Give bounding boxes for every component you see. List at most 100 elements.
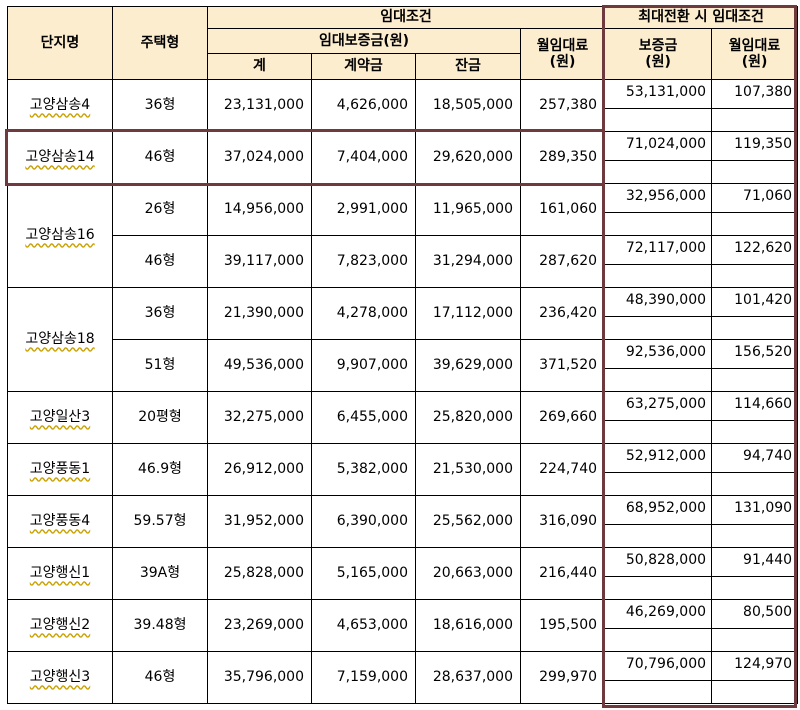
total-cell: 23,269,000 [207, 599, 312, 652]
header-conv-deposit: 보증금 (원) [604, 28, 713, 80]
table-subrow [8, 472, 799, 496]
total-cell: 32,275,000 [207, 391, 312, 444]
balance-cell: 18,505,000 [415, 79, 521, 132]
conv-deposit-blank [604, 420, 713, 444]
conv-monthly-value: 94,740 [743, 448, 793, 464]
complex-name: 고양삼송18 [25, 331, 95, 348]
table-row: 고양삼송16 26형 14,956,000 2,991,000 11,965,000 16… [7, 183, 799, 288]
type-cell: 39.48형 [112, 599, 208, 652]
complex-name: 고양풍동1 [29, 461, 91, 478]
table-subrow [8, 576, 799, 600]
balance-cell: 31,294,000 [415, 235, 521, 288]
conv-monthly-value: 122,620 [734, 240, 793, 256]
conv-monthly-value: 124,970 [734, 656, 793, 672]
complex-name-cell: 고양행신1 [7, 547, 113, 600]
total-cell: 37,024,000 [207, 131, 312, 184]
monthly-rent-cell: 161,060 [519, 183, 606, 236]
conv-deposit-value: 53,131,000 [625, 84, 707, 100]
conv-deposit-value: 68,952,000 [625, 500, 707, 516]
total-cell: 26,912,000 [207, 443, 312, 496]
conv-deposit-blank [604, 628, 713, 652]
conv-monthly-blank [711, 160, 799, 184]
conv-deposit-value: 50,828,000 [625, 552, 707, 568]
complex-name: 고양일산3 [29, 409, 91, 426]
conv-deposit-blank [604, 576, 713, 600]
header-complex: 단지명 [7, 6, 113, 80]
header-max-conversion: 최대전환 시 임대조건 [604, 6, 799, 29]
conv-monthly-value: 80,500 [743, 604, 793, 620]
type-cell: 36형 [112, 79, 208, 132]
monthly-rent-cell: 224,740 [519, 443, 606, 496]
complex-name: 고양삼송14 [25, 149, 95, 166]
down-payment-cell: 5,165,000 [311, 547, 416, 600]
conv-monthly-blank [711, 264, 799, 288]
monthly-rent-cell: 371,520 [519, 339, 606, 392]
conv-monthly-value: 71,060 [743, 188, 793, 204]
balance-cell: 39,629,000 [415, 339, 521, 392]
total-cell: 14,956,000 [207, 183, 312, 236]
table-subrow [8, 212, 799, 236]
complex-name-cell: 고양풍동1 [7, 443, 113, 496]
down-payment-cell: 5,382,000 [311, 443, 416, 496]
type-cell: 26형 [112, 183, 208, 236]
balance-cell: 20,663,000 [415, 547, 521, 600]
conv-monthly-cell: 91,440 [711, 547, 799, 577]
monthly-rent-cell: 287,620 [519, 235, 606, 288]
conv-deposit-cell: 48,390,000 [604, 287, 713, 317]
complex-name: 고양행신2 [29, 617, 91, 634]
conv-monthly-cell: 131,090 [711, 495, 799, 525]
conv-monthly-blank [711, 316, 799, 340]
conv-monthly-value: 119,350 [734, 136, 793, 152]
conv-monthly-cell: 107,380 [711, 79, 799, 109]
type-cell: 59.57형 [112, 495, 208, 548]
conv-monthly-blank [711, 420, 799, 444]
conv-deposit-cell: 71,024,000 [604, 131, 713, 161]
table-row: 51형 49,536,000 9,907,000 39,629,000 371,520 9… [8, 339, 799, 392]
conv-monthly-value: 91,440 [743, 552, 793, 568]
table-subrow [8, 264, 799, 288]
table-row: 고양풍동1 46.9형 26,912,000 5,382,000 21,530,000 2… [7, 443, 799, 496]
conv-monthly-cell: 94,740 [711, 443, 799, 473]
complex-name: 고양행신1 [29, 565, 91, 582]
conv-monthly-value: 131,090 [734, 500, 793, 516]
table-row: 고양행신2 39.48형 23,269,000 4,653,000 18,616,000… [7, 599, 799, 652]
conv-monthly-cell: 156,520 [711, 339, 799, 369]
conv-deposit-blank [604, 316, 713, 340]
complex-name-cell: 고양행신2 [7, 599, 113, 652]
complex-name-cell: 고양삼송16 [7, 183, 113, 288]
table-row: 고양삼송14 46형 37,024,000 7,404,000 29,620,000 28… [7, 131, 799, 184]
conv-monthly-blank [711, 472, 799, 496]
table-row: 46형 39,117,000 7,823,000 31,294,000 287,620 7… [8, 235, 799, 288]
header-balance: 잔금 [415, 53, 521, 80]
header-down-payment: 계약금 [311, 53, 416, 80]
total-cell: 31,952,000 [207, 495, 312, 548]
conv-deposit-cell: 68,952,000 [604, 495, 713, 525]
balance-cell: 29,620,000 [415, 131, 521, 184]
complex-name: 고양삼송4 [29, 97, 91, 114]
conv-deposit-value: 48,390,000 [625, 292, 707, 308]
conv-monthly-value: 156,520 [734, 344, 793, 360]
conv-monthly-value: 101,420 [734, 292, 793, 308]
monthly-rent-cell: 216,440 [519, 547, 606, 600]
complex-name-cell: 고양삼송14 [7, 131, 113, 184]
conv-monthly-value: 107,380 [734, 84, 793, 100]
header-conv-monthly: 월임대료 (원) [711, 28, 799, 80]
type-cell: 36형 [112, 287, 208, 340]
conv-monthly-cell: 124,970 [711, 651, 799, 681]
down-payment-cell: 6,455,000 [311, 391, 416, 444]
down-payment-cell: 4,278,000 [311, 287, 416, 340]
type-cell: 46형 [112, 235, 208, 288]
complex-name-cell: 고양행신3 [7, 651, 113, 704]
conv-deposit-value: 92,536,000 [625, 344, 707, 360]
type-cell: 51형 [112, 339, 208, 392]
monthly-rent-cell: 299,970 [519, 651, 606, 704]
monthly-rent-cell: 316,090 [519, 495, 606, 548]
monthly-rent-cell: 289,350 [519, 131, 606, 184]
balance-cell: 25,820,000 [415, 391, 521, 444]
down-payment-cell: 2,991,000 [311, 183, 416, 236]
total-cell: 39,117,000 [207, 235, 312, 288]
monthly-rent-cell: 257,380 [519, 79, 606, 132]
conv-monthly-blank [711, 212, 799, 236]
conv-monthly-blank [711, 576, 799, 600]
conv-deposit-value: 32,956,000 [625, 188, 707, 204]
